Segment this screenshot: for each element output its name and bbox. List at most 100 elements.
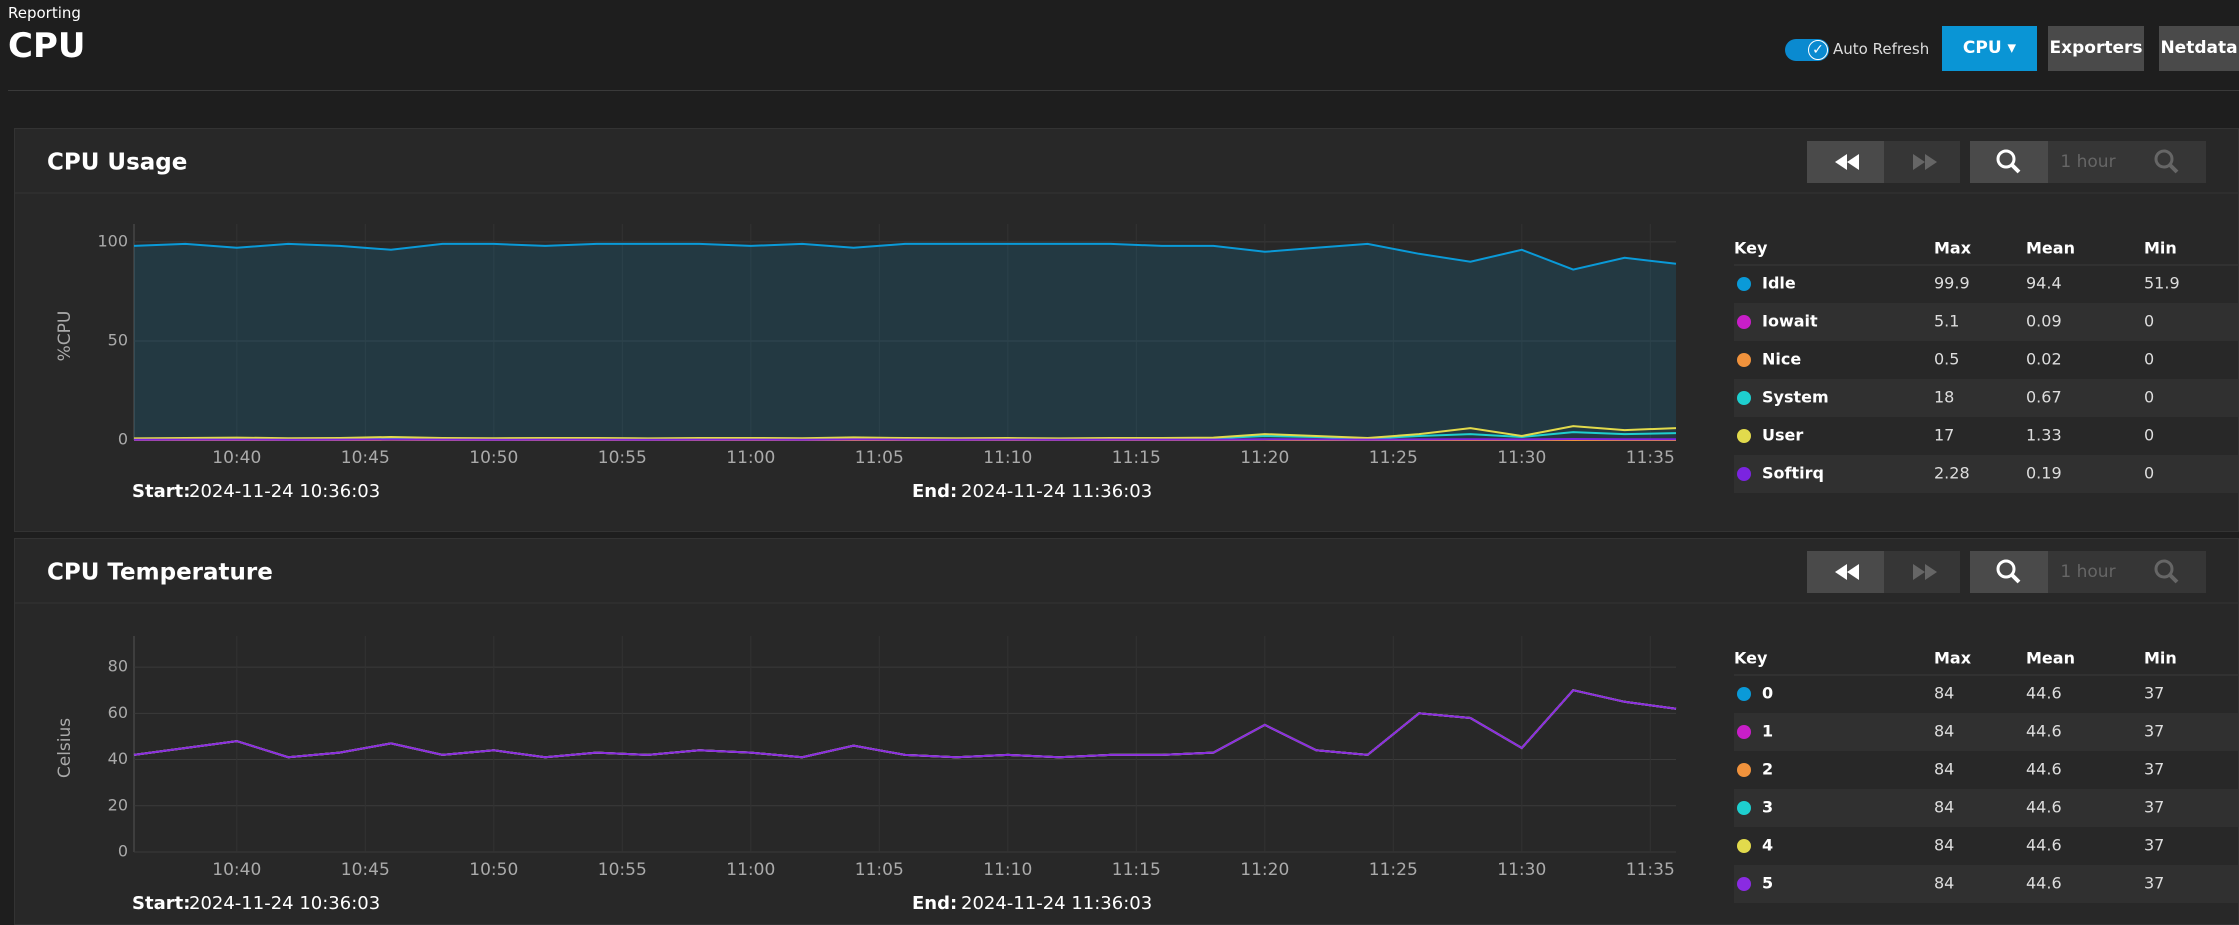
legend-mean: 44.6 [2026, 798, 2062, 817]
legend-header: Key [1734, 649, 1768, 668]
forward-icon [1913, 564, 1937, 580]
legend-name: Nice [1762, 350, 1801, 369]
separator [8, 90, 2239, 91]
zoom-out-icon [1996, 149, 2016, 169]
legend-name: Idle [1762, 274, 1796, 293]
x-tick-label: 10:40 [212, 448, 261, 468]
x-tick-label: 10:55 [598, 860, 647, 880]
legend-name: Softirq [1762, 464, 1824, 483]
series-area [134, 243, 1676, 440]
button-label: CPU [1962, 38, 2002, 58]
legend-min: 37 [2144, 874, 2164, 893]
legend-max: 84 [1934, 836, 1954, 855]
legend-min: 0 [2144, 426, 2154, 445]
legend-min: 37 [2144, 760, 2164, 779]
legend-mean: 0.19 [2026, 464, 2062, 483]
legend-swatch [1737, 391, 1751, 405]
legend-swatch [1737, 801, 1751, 815]
y-tick-label: 20 [108, 795, 128, 814]
legend-max: 2.28 [1934, 464, 1970, 483]
x-tick-label: 11:05 [855, 860, 904, 880]
legend-row-bg [1734, 303, 2238, 341]
legend-min: 37 [2144, 722, 2164, 741]
legend-mean: 44.6 [2026, 684, 2062, 703]
legend-min: 51.9 [2144, 274, 2180, 293]
legend-swatch [1737, 277, 1751, 291]
netdata-button[interactable]: Netdata [2159, 26, 2239, 71]
series-line [133, 689, 1677, 759]
zoom-out-handle [2010, 573, 2021, 584]
chart-panel: CPU Temperature 1 hour 0 20 40 60 80 10:40 10:45… [14, 538, 2239, 925]
start-value: 2024-11-24 10:36:03 [189, 481, 380, 502]
start-value: 2024-11-24 10:36:03 [189, 893, 380, 914]
legend-max: 84 [1934, 798, 1954, 817]
legend-min: 37 [2144, 684, 2164, 703]
y-tick-label: 40 [108, 749, 128, 768]
legend-name: 1 [1762, 722, 1773, 741]
start-label: Start: [132, 893, 190, 914]
legend-swatch [1737, 763, 1751, 777]
auto-refresh-label: Auto Refresh [1833, 40, 1930, 58]
legend-mean: 44.6 [2026, 874, 2062, 893]
legend-header: Min [2144, 649, 2177, 668]
zoom-in-handle[interactable] [2168, 573, 2179, 584]
x-tick-label: 11:30 [1497, 860, 1546, 880]
back-icon [1835, 564, 1859, 580]
zoom-in-icon [2154, 559, 2174, 579]
zoom-in-handle[interactable] [2168, 163, 2179, 174]
legend-min: 37 [2144, 836, 2164, 855]
y-tick-label: 50 [108, 330, 128, 349]
legend-header: Max [1934, 649, 1972, 668]
legend-row-bg [1734, 789, 2238, 827]
legend-mean: 44.6 [2026, 760, 2062, 779]
exporters-button[interactable]: Exporters [2048, 26, 2144, 71]
legend-row-bg [1734, 455, 2238, 493]
legend-name: 2 [1762, 760, 1773, 779]
legend-mean: 44.6 [2026, 836, 2062, 855]
x-tick-label: 11:15 [1112, 860, 1161, 880]
page-title: CPU [8, 26, 86, 66]
x-tick-label: 11:35 [1626, 860, 1675, 880]
series-line [133, 425, 1677, 440]
back-icon [1835, 154, 1859, 170]
legend-mean: 94.4 [2026, 274, 2062, 293]
x-tick-label: 11:20 [1240, 860, 1289, 880]
legend-min: 37 [2144, 798, 2164, 817]
legend-max: 84 [1934, 684, 1954, 703]
x-tick-label: 11:10 [983, 860, 1032, 880]
legend-row-bg [1734, 713, 2238, 751]
y-axis-label: %CPU [55, 311, 75, 362]
legend-name: Iowait [1762, 312, 1818, 331]
legend-max: 84 [1934, 874, 1954, 893]
legend-mean: 0.02 [2026, 350, 2062, 369]
chart-panel: CPU Usage 1 hour 0 50 100 10:40 10:45 10:50 10:5… [14, 128, 2239, 532]
x-tick-label: 10:55 [598, 448, 647, 468]
chart: CPU Usage 1 hour 0 50 100 10:40 10:45 10:50 10:5… [15, 141, 2238, 502]
y-tick-label: 60 [108, 703, 128, 722]
legend-swatch [1737, 687, 1751, 701]
y-axis-label: Celsius [55, 718, 75, 778]
x-tick-label: 11:10 [983, 448, 1032, 468]
legend-name: System [1762, 388, 1829, 407]
zoom-out-button[interactable] [1970, 141, 2048, 183]
cpu-button[interactable]: CPU ▾ [1942, 26, 2037, 71]
y-tick-label: 0 [118, 430, 128, 449]
x-tick-label: 10:45 [341, 860, 390, 880]
end-value: 2024-11-24 11:36:03 [961, 893, 1152, 914]
range-label: 1 hour [2060, 562, 2115, 582]
legend-max: 17 [1934, 426, 1954, 445]
legend-name: User [1762, 426, 1803, 445]
legend-mean: 0.67 [2026, 388, 2062, 407]
legend-header: Max [1934, 239, 1972, 258]
zoom-out-button[interactable] [1970, 551, 2048, 593]
series-line [133, 437, 1676, 441]
x-tick-label: 11:25 [1369, 448, 1418, 468]
auto-refresh-toggle[interactable]: ✓ [1785, 39, 1829, 61]
x-tick-label: 11:00 [726, 448, 775, 468]
legend-name: 4 [1762, 836, 1773, 855]
legend-max: 84 [1934, 722, 1954, 741]
legend-header: Min [2144, 239, 2177, 258]
breadcrumb[interactable]: Reporting [8, 4, 81, 22]
legend-swatch [1737, 725, 1751, 739]
